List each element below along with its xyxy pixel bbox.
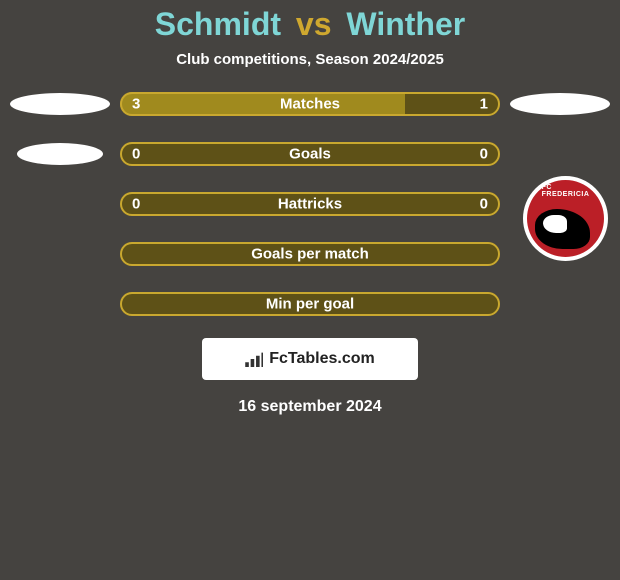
stat-value-right: 0 bbox=[480, 196, 488, 213]
stat-label: Matches bbox=[280, 96, 340, 113]
right-icon-slot bbox=[510, 140, 610, 168]
left-icon-slot bbox=[10, 90, 110, 118]
subtitle: Club competitions, Season 2024/2025 bbox=[0, 51, 620, 68]
stat-label: Hattricks bbox=[278, 196, 342, 213]
date-label: 16 september 2024 bbox=[0, 398, 620, 416]
stat-row-hattricks: 0 0 Hattricks bbox=[10, 190, 610, 218]
stat-row-matches: 3 1 Matches bbox=[10, 90, 610, 118]
stat-label: Min per goal bbox=[266, 296, 354, 313]
stat-bar: 0 0 Goals bbox=[120, 142, 500, 166]
stat-row-gpm: Goals per match bbox=[10, 240, 610, 268]
stat-row-goals: 0 0 Goals bbox=[10, 140, 610, 168]
left-icon-slot bbox=[10, 290, 110, 318]
stat-bar: 0 0 Hattricks bbox=[120, 192, 500, 216]
stat-label: Goals per match bbox=[251, 246, 369, 263]
player-placeholder-icon bbox=[17, 143, 103, 165]
left-icon-slot bbox=[10, 190, 110, 218]
left-icon-slot bbox=[10, 240, 110, 268]
badge-text: FC FREDERICIA bbox=[542, 184, 590, 198]
title-player-right: Winther bbox=[346, 6, 465, 42]
stat-label: Goals bbox=[289, 146, 331, 163]
stat-row-mpg: Min per goal bbox=[10, 290, 610, 318]
stat-value-left: 3 bbox=[132, 96, 140, 113]
stat-value-right: 1 bbox=[480, 96, 488, 113]
chart-icon bbox=[245, 351, 263, 367]
player-placeholder-icon bbox=[10, 93, 110, 115]
page-title: Schmidt vs Winther bbox=[0, 6, 620, 43]
watermark-text: FcTables.com bbox=[269, 350, 375, 368]
stat-bar: Goals per match bbox=[120, 242, 500, 266]
stat-bar: 3 1 Matches bbox=[120, 92, 500, 116]
right-icon-slot bbox=[510, 90, 610, 118]
title-player-left: Schmidt bbox=[155, 6, 281, 42]
watermark: FcTables.com bbox=[202, 338, 418, 380]
stat-value-left: 0 bbox=[132, 196, 140, 213]
left-icon-slot bbox=[10, 140, 110, 168]
player-placeholder-icon bbox=[510, 93, 610, 115]
club-badge-right: FC FREDERICIA bbox=[523, 176, 608, 261]
title-vs: vs bbox=[296, 6, 332, 42]
right-icon-slot bbox=[510, 290, 610, 318]
stat-value-right: 0 bbox=[480, 146, 488, 163]
stat-bar: Min per goal bbox=[120, 292, 500, 316]
stat-value-left: 0 bbox=[132, 146, 140, 163]
